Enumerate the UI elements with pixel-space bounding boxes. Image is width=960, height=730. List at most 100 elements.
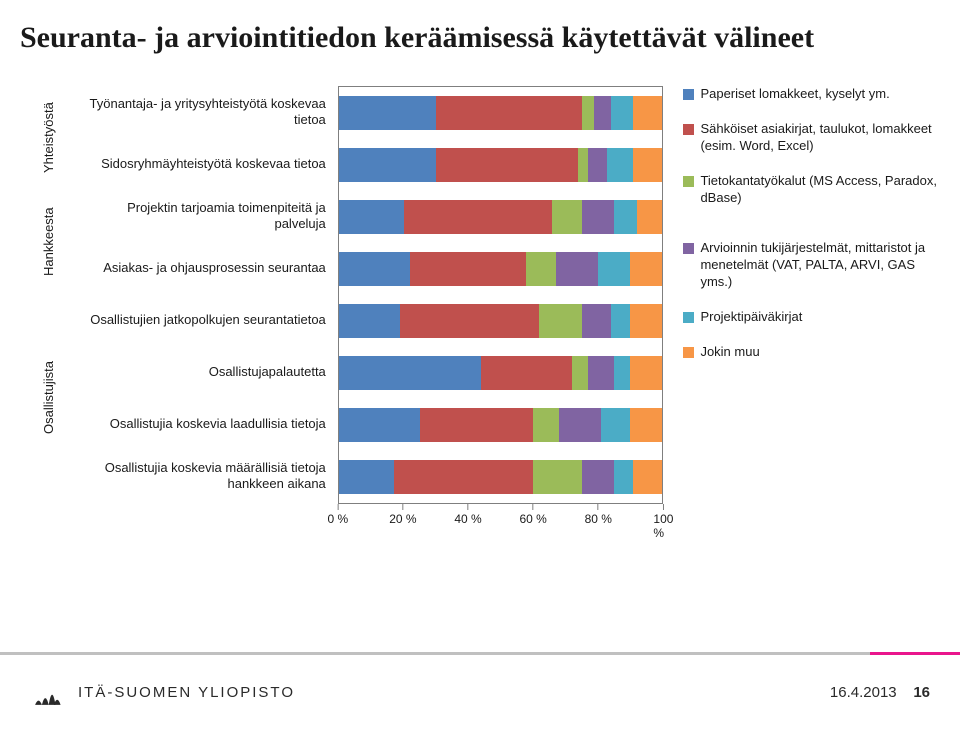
footer-accent — [870, 652, 960, 655]
university-name: ITÄ-SUOMEN YLIOPISTO — [78, 684, 295, 701]
axis-tick: 40 % — [454, 504, 481, 526]
bar-segment — [552, 200, 581, 234]
footer: ITÄ-SUOMEN YLIOPISTO 16.4.2013 16 — [0, 652, 960, 730]
bar-segment — [578, 148, 588, 182]
bar-segment — [436, 148, 578, 182]
bar-segment — [601, 408, 630, 442]
bar-segment — [630, 356, 662, 390]
legend-swatch — [683, 347, 694, 358]
footer-date: 16.4.2013 — [830, 684, 897, 701]
stacked-bar — [339, 408, 663, 442]
bar-segment — [404, 200, 553, 234]
row-label: Projektin tarjoamia toimenpiteitä ja pal… — [81, 190, 338, 242]
legend-label: Paperiset lomakkeet, kyselyt ym. — [700, 86, 889, 103]
bar-segment — [614, 460, 633, 494]
footer-divider — [0, 652, 960, 655]
bars-area — [338, 86, 664, 504]
row-label: Työnantaja- ja yritysyhteistyötä koskeva… — [81, 86, 338, 138]
slide: Seuranta- ja arviointitiedon keräämisess… — [0, 0, 960, 730]
bar-segment — [394, 460, 533, 494]
bar-segment — [598, 252, 630, 286]
bars-column: 0 %20 %40 %60 %80 %100 % — [338, 86, 664, 528]
group-label: Osallistujista — [20, 294, 77, 502]
legend-label: Jokin muu — [700, 344, 759, 361]
bar-segment — [339, 96, 436, 130]
row-label: Osallistujia koskevia laadullisia tietoj… — [81, 398, 338, 450]
group-label: Yhteistyöstä — [20, 86, 77, 190]
legend-label: Tietokantatyökalut (MS Access, Paradox, … — [700, 173, 940, 207]
axis-tick: 20 % — [389, 504, 416, 526]
bar-row — [339, 243, 663, 295]
row-label: Asiakas- ja ohjausprosessin seurantaa — [81, 242, 338, 294]
bar-segment — [614, 200, 637, 234]
bar-segment — [637, 200, 663, 234]
bar-segment — [420, 408, 533, 442]
legend-label: Arvioinnin tukijärjestelmät, mittaristot… — [700, 240, 940, 291]
group-label: Hankkeesta — [20, 190, 77, 294]
axis-tick: 60 % — [519, 504, 546, 526]
bar-segment — [582, 304, 611, 338]
bar-segment — [630, 252, 662, 286]
bar-segment — [339, 356, 481, 390]
bar-segment — [633, 96, 662, 130]
bar-row — [339, 139, 663, 191]
legend-item: Paperiset lomakkeet, kyselyt ym. — [683, 86, 940, 103]
legend-item: Jokin muu — [683, 344, 940, 361]
bar-row — [339, 191, 663, 243]
row-label: Osallistujia koskevia määrällisiä tietoj… — [81, 450, 338, 502]
bar-segment — [630, 408, 662, 442]
stacked-bar — [339, 200, 663, 234]
chart: YhteistyöstäHankkeestaOsallistujista Työ… — [20, 86, 940, 528]
legend-group-bottom: Arvioinnin tukijärjestelmät, mittaristot… — [683, 240, 940, 360]
legend: Paperiset lomakkeet, kyselyt ym. Sähköise… — [683, 86, 940, 395]
bar-segment — [339, 148, 436, 182]
legend-label: Projektipäiväkirjat — [700, 309, 802, 326]
axis-tick: 0 % — [327, 504, 348, 526]
bar-segment — [582, 96, 595, 130]
legend-item: Sähköiset asiakirjat, taulukot, lomakkee… — [683, 121, 940, 155]
row-label: Osallistujapalautetta — [81, 346, 338, 398]
bar-segment — [633, 148, 662, 182]
bar-segment — [633, 460, 662, 494]
legend-item: Tietokantatyökalut (MS Access, Paradox, … — [683, 173, 940, 207]
legend-swatch — [683, 124, 694, 135]
bar-row — [339, 87, 663, 139]
y-group-labels: YhteistyöstäHankkeestaOsallistujista — [20, 86, 77, 502]
footer-meta: 16.4.2013 16 — [830, 684, 930, 701]
bar-segment — [339, 252, 410, 286]
footer-page: 16 — [913, 684, 930, 701]
legend-swatch — [683, 89, 694, 100]
bar-segment — [410, 252, 527, 286]
bar-segment — [436, 96, 582, 130]
axis-tick: 100 % — [653, 504, 673, 540]
bar-segment — [594, 96, 610, 130]
bar-segment — [526, 252, 555, 286]
legend-label: Sähköiset asiakirjat, taulukot, lomakkee… — [700, 121, 940, 155]
bar-segment — [588, 356, 614, 390]
stacked-bar — [339, 304, 663, 338]
bar-segment — [582, 200, 614, 234]
bar-segment — [400, 304, 539, 338]
legend-swatch — [683, 176, 694, 187]
bar-segment — [582, 460, 614, 494]
legend-swatch — [683, 243, 694, 254]
legend-swatch — [683, 312, 694, 323]
bar-segment — [339, 200, 404, 234]
bar-segment — [611, 96, 634, 130]
stacked-bar — [339, 96, 663, 130]
legend-group-top: Paperiset lomakkeet, kyselyt ym. Sähköise… — [683, 86, 940, 206]
bar-segment — [588, 148, 607, 182]
bar-segment — [614, 356, 630, 390]
bar-segment — [533, 460, 582, 494]
bar-segment — [533, 408, 559, 442]
bar-segment — [339, 304, 400, 338]
bar-segment — [339, 460, 394, 494]
page-title: Seuranta- ja arviointitiedon keräämisess… — [20, 20, 940, 56]
bar-segment — [339, 408, 420, 442]
stacked-bar — [339, 252, 663, 286]
x-axis: 0 %20 %40 %60 %80 %100 % — [338, 504, 664, 528]
stacked-bar — [339, 148, 663, 182]
y-row-labels: Työnantaja- ja yritysyhteistyötä koskeva… — [81, 86, 338, 502]
axis-tick: 80 % — [585, 504, 612, 526]
bar-segment — [611, 304, 630, 338]
